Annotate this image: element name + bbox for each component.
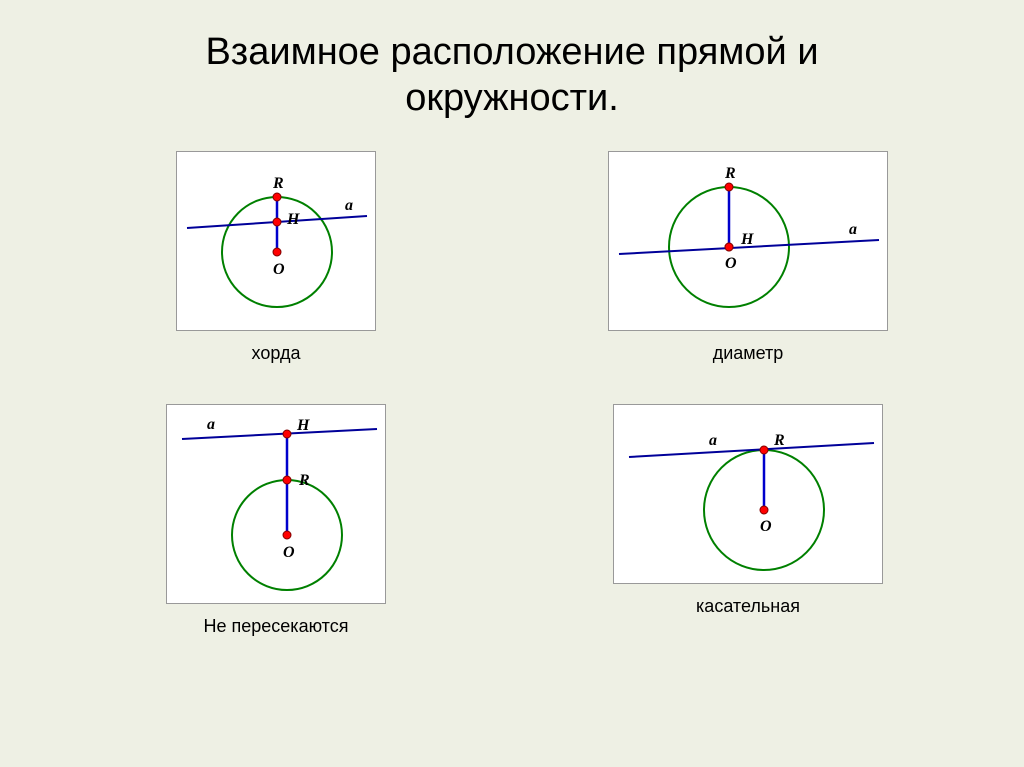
caption-tangent: касательная [696, 596, 800, 617]
diagram-diameter: O R Ha [608, 151, 888, 331]
diagram-chord: O H Ra [176, 151, 376, 331]
caption-nointersect: Не пересекаются [204, 616, 349, 637]
svg-text:a: a [207, 416, 215, 433]
cell-diameter: O R Ha диаметр [532, 151, 964, 384]
page-title: Взаимное расположение прямой и окружност… [0, 0, 1024, 121]
title-line2: окружности. [405, 77, 619, 119]
svg-text:O: O [760, 518, 772, 535]
title-line1: Взаимное расположение прямой и [205, 31, 818, 73]
svg-text:a: a [849, 221, 857, 238]
svg-text:a: a [345, 197, 353, 214]
svg-text:R: R [724, 165, 736, 182]
diagram-nointersect: O R Ha [166, 404, 386, 604]
svg-text:R: R [773, 432, 785, 449]
svg-text:O: O [283, 544, 295, 561]
svg-text:H: H [740, 231, 754, 248]
cell-chord: O H Ra хорда [60, 151, 492, 384]
svg-text:R: R [298, 472, 310, 489]
caption-diameter: диаметр [713, 343, 784, 364]
diagram-grid: OHRa хорда ORHa диаметр ORHa Не пересека… [0, 121, 1024, 657]
svg-text:O: O [273, 261, 285, 278]
svg-text:H: H [286, 211, 300, 228]
caption-chord: хорда [252, 343, 301, 364]
svg-text:O: O [725, 255, 737, 272]
svg-text:a: a [709, 432, 717, 449]
cell-tangent: O Ra касательная [532, 404, 964, 637]
svg-text:H: H [296, 417, 310, 434]
diagram-tangent: O Ra [613, 404, 883, 584]
svg-text:R: R [272, 175, 284, 192]
cell-nointersect: O R Ha Не пересекаются [60, 404, 492, 637]
